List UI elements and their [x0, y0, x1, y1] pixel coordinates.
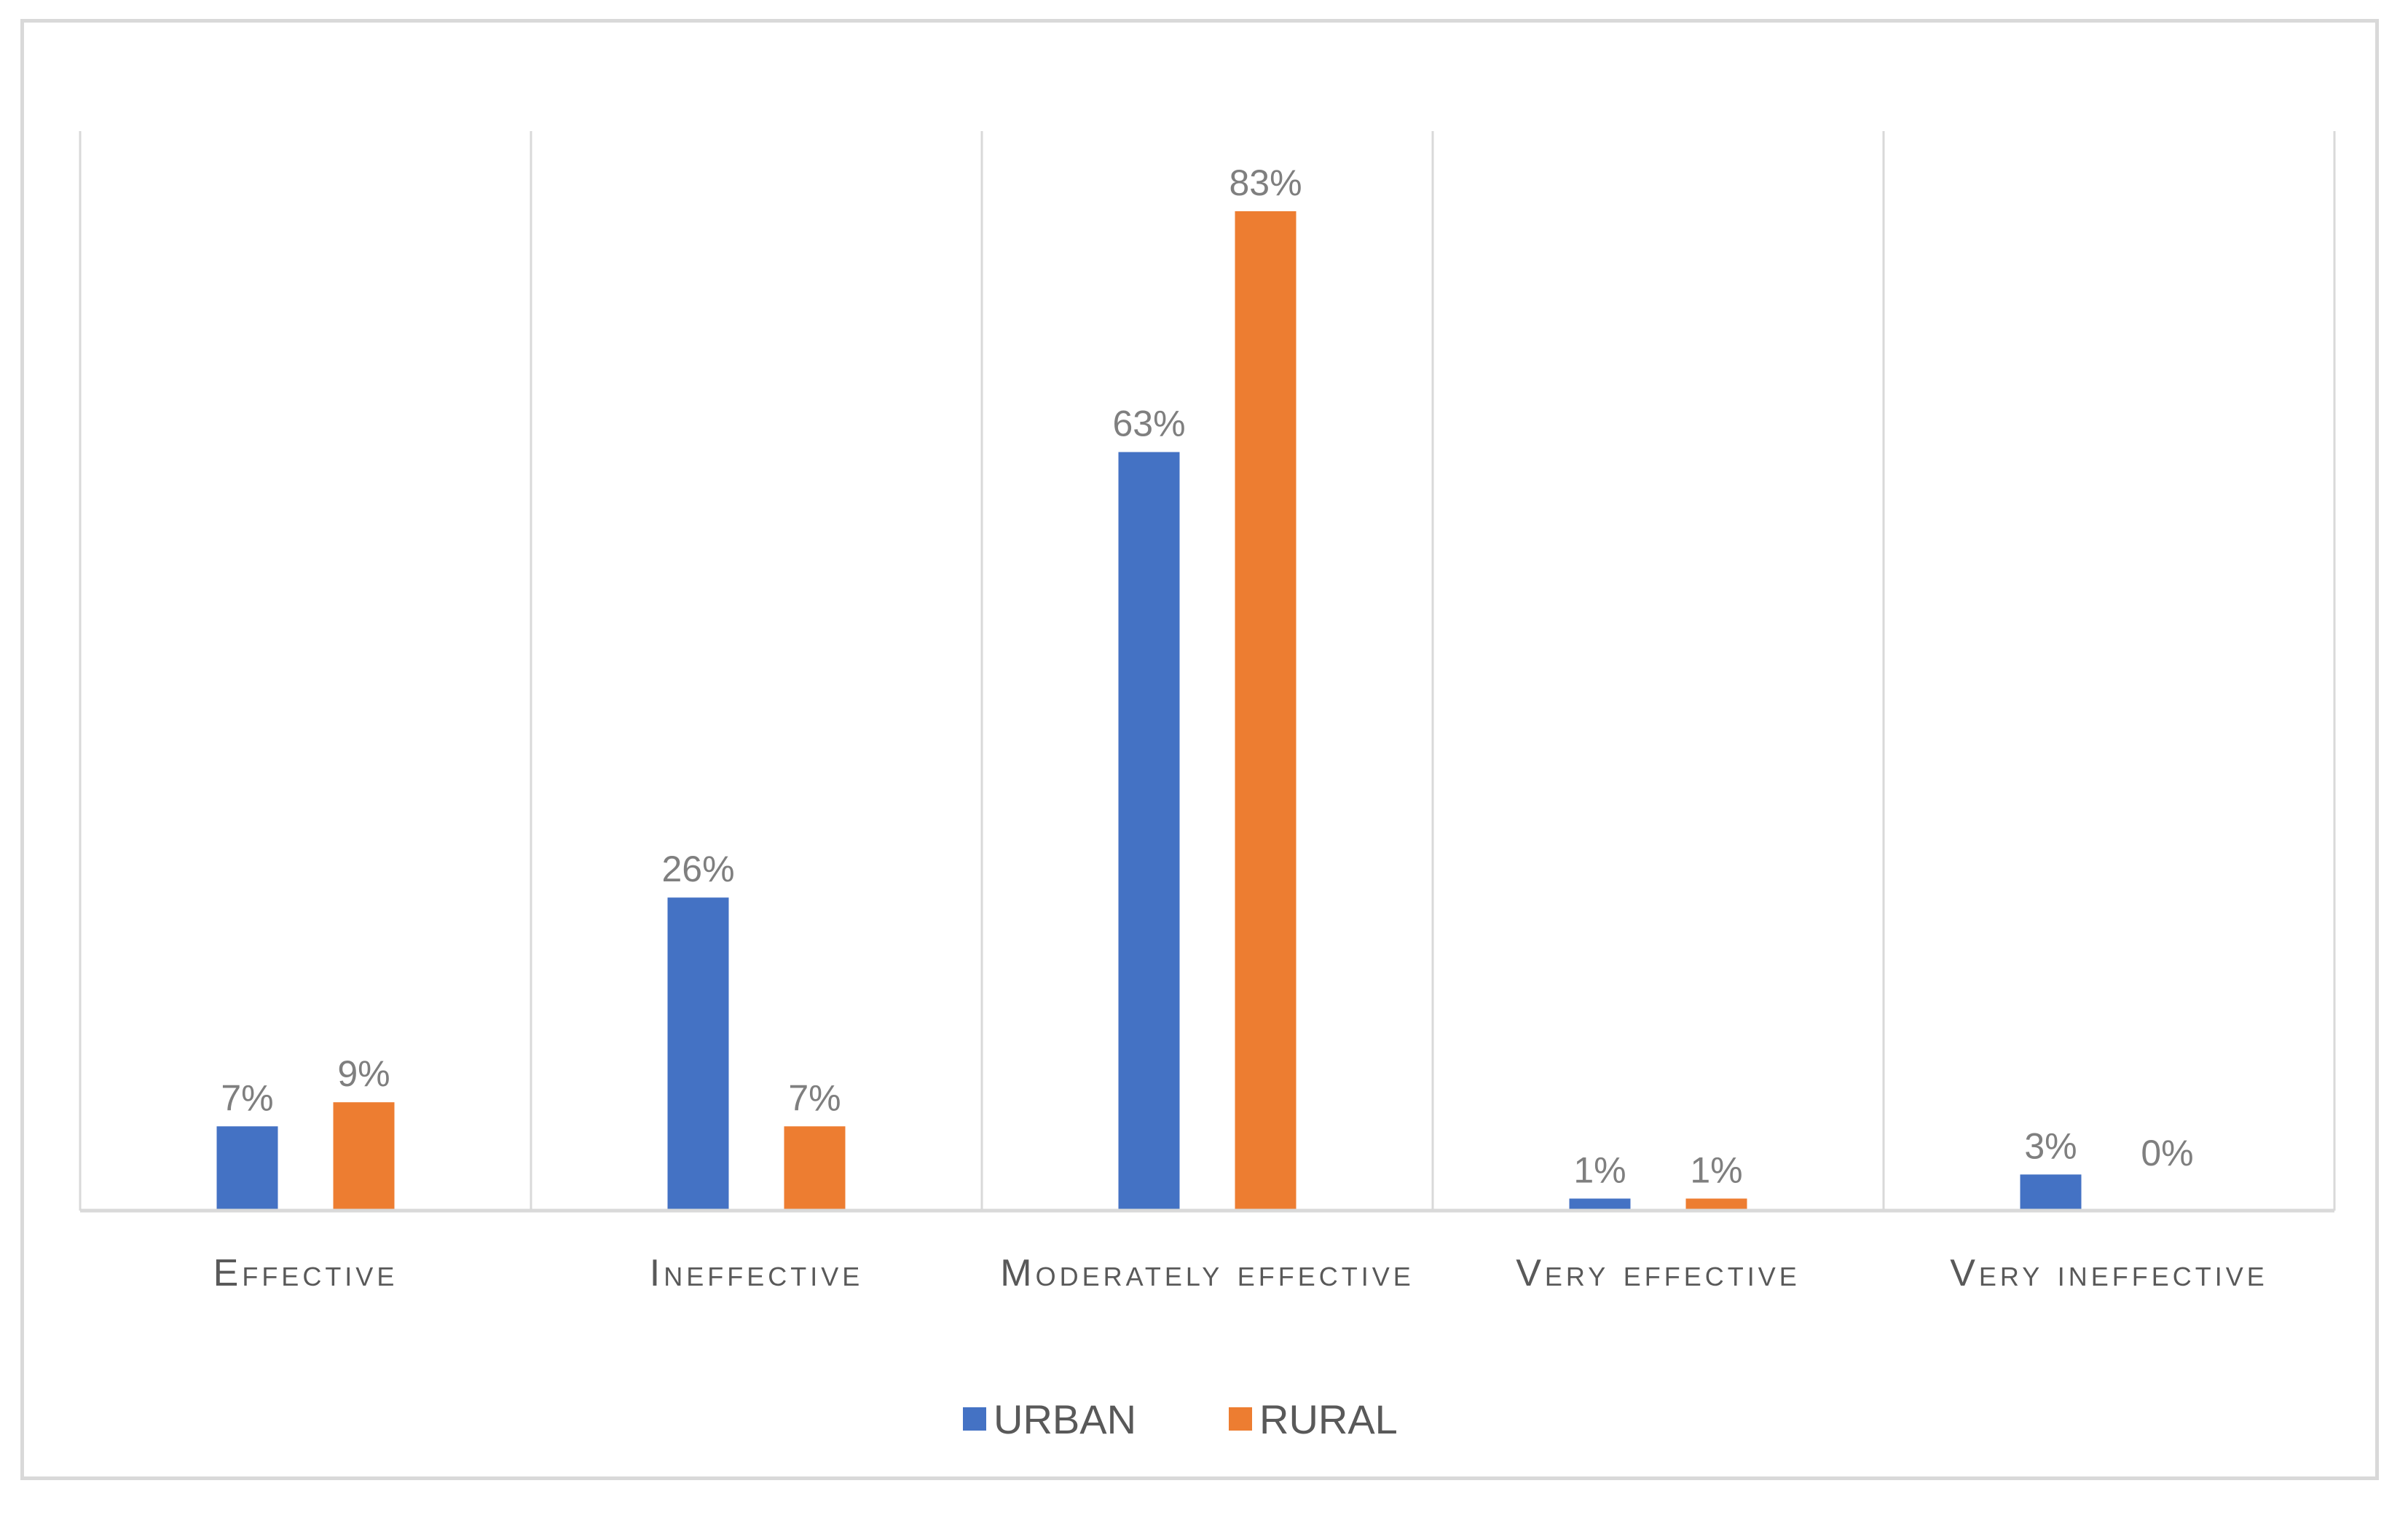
data-label-rural: 1%	[1690, 1149, 1742, 1190]
bar-urban	[1118, 452, 1180, 1211]
data-labels: 7% 9% 26% 7% 63% 83% 1% 1% 3% 0%	[221, 162, 2193, 1190]
data-label-urban: 1%	[1573, 1149, 1626, 1190]
bar-rural	[1235, 211, 1297, 1211]
bars	[216, 211, 2082, 1211]
category-label: Moderately effective	[1000, 1252, 1414, 1294]
category-label: Ineffective	[650, 1252, 863, 1294]
data-label-urban: 26%	[661, 849, 734, 889]
bar-urban	[216, 1126, 278, 1211]
category-labels: Effective Ineffective Moderately effective…	[213, 1252, 2268, 1294]
data-label-rural: 83%	[1229, 162, 1302, 203]
legend: URBAN RURAL	[963, 1396, 1398, 1442]
legend-swatch-urban	[963, 1407, 986, 1431]
chart-frame	[20, 19, 2379, 1480]
bar-rural	[784, 1126, 846, 1211]
category-label: Very effective	[1516, 1252, 1801, 1294]
legend-label-rural: RURAL	[1259, 1396, 1398, 1442]
data-label-rural: 0%	[2141, 1133, 2193, 1173]
data-label-urban: 7%	[221, 1077, 273, 1118]
data-label-rural: 7%	[788, 1077, 841, 1118]
bar-urban	[2020, 1174, 2082, 1211]
bar-rural	[333, 1102, 395, 1211]
bar-urban	[1569, 1198, 1631, 1211]
data-label-rural: 9%	[337, 1053, 390, 1094]
bar-rural	[1685, 1198, 1747, 1211]
bar-urban	[667, 897, 729, 1211]
category-gridlines	[79, 131, 2336, 1211]
category-label: Effective	[213, 1252, 398, 1294]
data-label-urban: 63%	[1112, 404, 1185, 444]
legend-label-urban: URBAN	[994, 1396, 1136, 1442]
data-label-urban: 3%	[2024, 1125, 2077, 1166]
legend-swatch-rural	[1229, 1407, 1252, 1431]
category-label: Very ineffective	[1950, 1252, 2268, 1294]
